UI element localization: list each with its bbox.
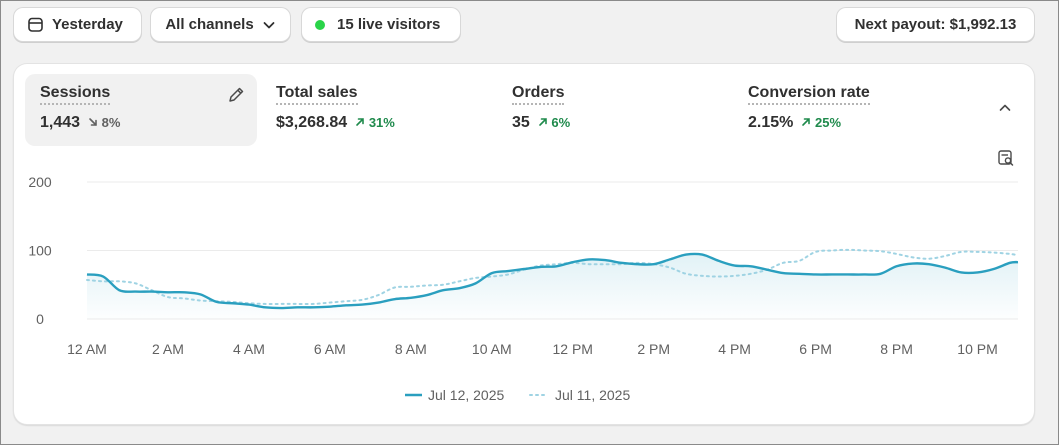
x-tick-label: 10 PM <box>957 341 997 357</box>
analytics-card: Sessions 1,443 8% Total sales $3,268.84 … <box>14 64 1034 424</box>
x-tick-label: 6 PM <box>799 341 832 357</box>
explore-report-icon[interactable] <box>997 149 1015 167</box>
metric-delta-value: 6% <box>551 115 571 130</box>
x-tick-label: 8 PM <box>880 341 913 357</box>
metric-tab-total-sales[interactable]: Total sales $3,268.84 31% <box>261 74 481 146</box>
x-tick-label: 4 AM <box>233 341 265 357</box>
x-tick-label: 2 PM <box>637 341 670 357</box>
channel-filter-dropdown[interactable]: All channels <box>151 8 290 41</box>
live-visitors-label: 15 live visitors <box>337 16 441 33</box>
legend-label-current: Jul 12, 2025 <box>428 387 504 403</box>
x-tick-label: 10 AM <box>472 341 512 357</box>
arrow-up-right-icon <box>538 118 547 126</box>
x-tick-label: 12 PM <box>553 341 593 357</box>
x-tick-label: 12 AM <box>67 341 107 357</box>
x-tick-label: 4 PM <box>718 341 751 357</box>
next-payout-button[interactable]: Next payout: $1,992.13 <box>837 8 1034 41</box>
metric-delta-value: 25% <box>815 115 842 130</box>
metric-title: Sessions <box>40 84 111 105</box>
arrow-down-right-icon <box>89 118 97 126</box>
metric-delta-value: 31% <box>368 115 395 130</box>
metric-value: 35 <box>512 114 530 131</box>
current-series-line <box>86 252 1019 310</box>
arrow-up-right-icon <box>356 118 364 126</box>
pencil-icon[interactable] <box>227 86 245 104</box>
metric-tab-conversion-rate[interactable]: Conversion rate 2.15% 25% <box>733 74 963 146</box>
metric-delta: 8% <box>88 115 120 130</box>
metric-value: 2.15% <box>748 114 794 131</box>
y-tick-label: 200 <box>28 174 52 190</box>
chevron-up-icon[interactable] <box>997 100 1013 116</box>
live-visitors-button[interactable]: 15 live visitors <box>302 8 460 41</box>
metric-tab-sessions[interactable]: Sessions 1,443 8% <box>25 74 257 146</box>
current-series-area <box>87 253 1018 319</box>
y-tick-label: 0 <box>36 311 44 327</box>
date-range-button[interactable]: Yesterday <box>14 8 141 41</box>
x-tick-label: 2 AM <box>152 341 184 357</box>
chevron-down-icon <box>263 21 275 28</box>
metric-value: 1,443 <box>40 114 81 131</box>
x-tick-label: 6 AM <box>314 341 346 357</box>
metric-delta-value: 8% <box>101 115 121 130</box>
date-range-label: Yesterday <box>52 16 123 33</box>
metric-delta: 31% <box>355 115 395 130</box>
live-status-dot-icon <box>315 19 325 30</box>
metric-title: Orders <box>512 84 565 105</box>
metric-title: Total sales <box>276 84 358 105</box>
y-tick-label: 100 <box>28 243 52 259</box>
metric-tab-orders[interactable]: Orders 35 6% <box>497 74 717 146</box>
next-payout-label: Next payout: $1,992.13 <box>854 16 1017 33</box>
x-tick-label: 8 AM <box>395 341 427 357</box>
arrow-up-right-icon <box>802 118 811 126</box>
legend-label-comparison: Jul 11, 2025 <box>555 387 630 403</box>
channel-filter-label: All channels <box>165 16 254 33</box>
metric-delta: 6% <box>538 115 570 130</box>
metric-value: $3,268.84 <box>276 114 348 131</box>
calendar-icon <box>28 17 43 32</box>
metric-delta: 25% <box>801 115 841 130</box>
metric-title: Conversion rate <box>748 84 870 105</box>
sessions-line-chart: 0 100 200 12 AM 2 AM 4 AM 6 AM 8 AM 10 AM 12 PM 2… <box>28 174 1019 403</box>
